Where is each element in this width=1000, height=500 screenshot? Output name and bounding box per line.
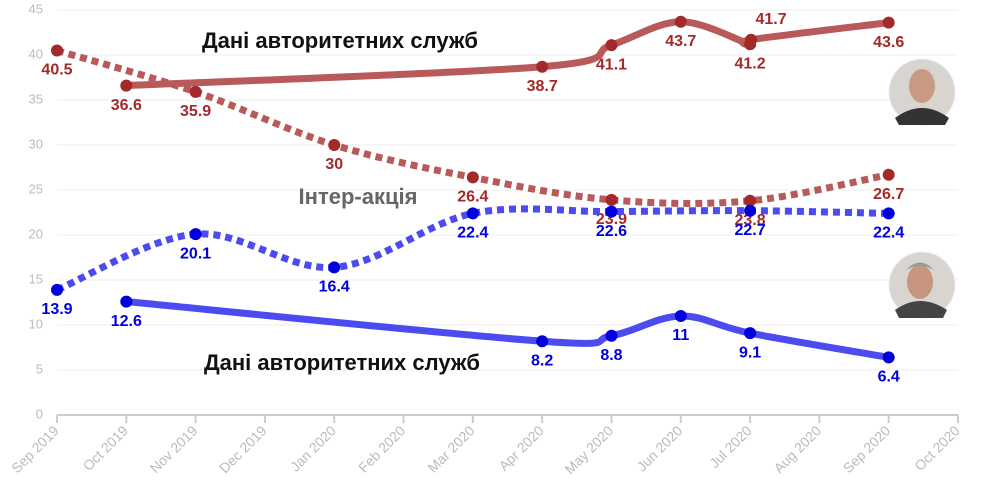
y-tick-label: 45 [29, 1, 43, 16]
data-point [120, 79, 133, 92]
y-tick-label: 15 [29, 271, 43, 286]
data-point [882, 16, 895, 29]
value-label: 38.7 [527, 78, 558, 95]
value-label: 41.2 [735, 55, 766, 72]
x-tick-label: Sep 2020 [840, 422, 894, 476]
value-label: 8.8 [600, 347, 622, 364]
data-point [536, 60, 549, 73]
value-label: 6.4 [878, 369, 900, 386]
value-label: 41.7 [756, 11, 787, 28]
value-label: 36.6 [111, 97, 142, 114]
x-tick-label: May 2020 [561, 422, 616, 477]
data-point [605, 329, 618, 342]
x-tick-label: Aug 2020 [770, 422, 824, 476]
data-point [744, 194, 757, 207]
value-label: 26.4 [457, 189, 488, 206]
value-label: 22.6 [596, 223, 627, 240]
photo-bottom [888, 251, 956, 319]
data-point [189, 228, 202, 241]
value-label: 22.4 [457, 225, 488, 242]
x-tick-label: Jun 2020 [633, 422, 685, 474]
data-point [744, 327, 757, 340]
value-label: 40.5 [41, 62, 72, 79]
x-tick-label: Oct 2020 [911, 422, 963, 474]
value-label: 11 [672, 327, 689, 344]
x-tick-label: Dec 2019 [216, 422, 270, 476]
value-label: 8.2 [531, 352, 553, 369]
value-label: 26.7 [873, 186, 904, 203]
y-tick-label: 25 [29, 181, 43, 196]
data-point [674, 15, 687, 28]
value-label: 22.7 [735, 222, 766, 239]
x-tick-label: Nov 2019 [147, 422, 201, 476]
value-label: 30 [325, 156, 343, 173]
photo-top [888, 58, 956, 126]
data-point [605, 205, 618, 218]
y-tick-label: 10 [29, 316, 43, 331]
annotation: Дані авторитетних служб [202, 28, 478, 53]
data-point [51, 44, 63, 57]
x-tick-label: Jul 2020 [706, 422, 755, 471]
data-point [882, 168, 895, 181]
value-label: 12.6 [111, 313, 142, 330]
value-label: 43.7 [665, 33, 696, 50]
data-point [605, 39, 618, 52]
data-point [189, 85, 202, 98]
data-point [120, 295, 133, 308]
data-point [674, 310, 687, 322]
value-label: 43.6 [873, 34, 904, 51]
value-label: 23.8 [735, 212, 766, 229]
y-tick-label: 0 [36, 406, 43, 421]
annotation: Інтер-акція [299, 184, 418, 209]
value-label: 20.1 [180, 245, 211, 262]
data-point [745, 33, 758, 46]
data-point [882, 351, 895, 364]
annotation: Дані авторитетних служб [204, 350, 480, 375]
data-point [328, 139, 341, 151]
y-tick-label: 30 [29, 136, 43, 151]
value-label: 22.4 [873, 225, 904, 242]
data-point [466, 207, 479, 220]
data-point [536, 335, 549, 348]
x-tick-label: Apr 2020 [495, 422, 547, 474]
x-tick-label: Jan 2020 [287, 422, 339, 474]
x-tick-label: Sep 2019 [8, 422, 62, 476]
y-tick-label: 35 [29, 91, 43, 106]
data-point [51, 283, 63, 296]
data-point [466, 171, 479, 184]
y-tick-label: 5 [36, 361, 43, 376]
data-point [882, 207, 895, 220]
x-tick-label: Oct 2019 [80, 422, 132, 474]
value-label: 35.9 [180, 103, 211, 120]
value-label: 23.9 [596, 211, 627, 228]
data-point [605, 193, 618, 206]
value-label: 16.4 [319, 279, 350, 296]
value-label: 13.9 [41, 301, 72, 318]
y-tick-label: 40 [29, 46, 43, 61]
x-tick-label: Mar 2020 [424, 422, 477, 475]
data-point [744, 204, 757, 217]
data-point [328, 261, 341, 274]
y-tick-label: 20 [29, 226, 43, 241]
plot: 0 5 10 15 20 25 30 35 40 45 Sep 2019 Oct 2019 Nov 20… [8, 1, 963, 477]
value-label: 41.1 [596, 56, 627, 73]
value-label: 9.1 [739, 344, 761, 361]
x-tick-label: Feb 2020 [355, 422, 408, 475]
